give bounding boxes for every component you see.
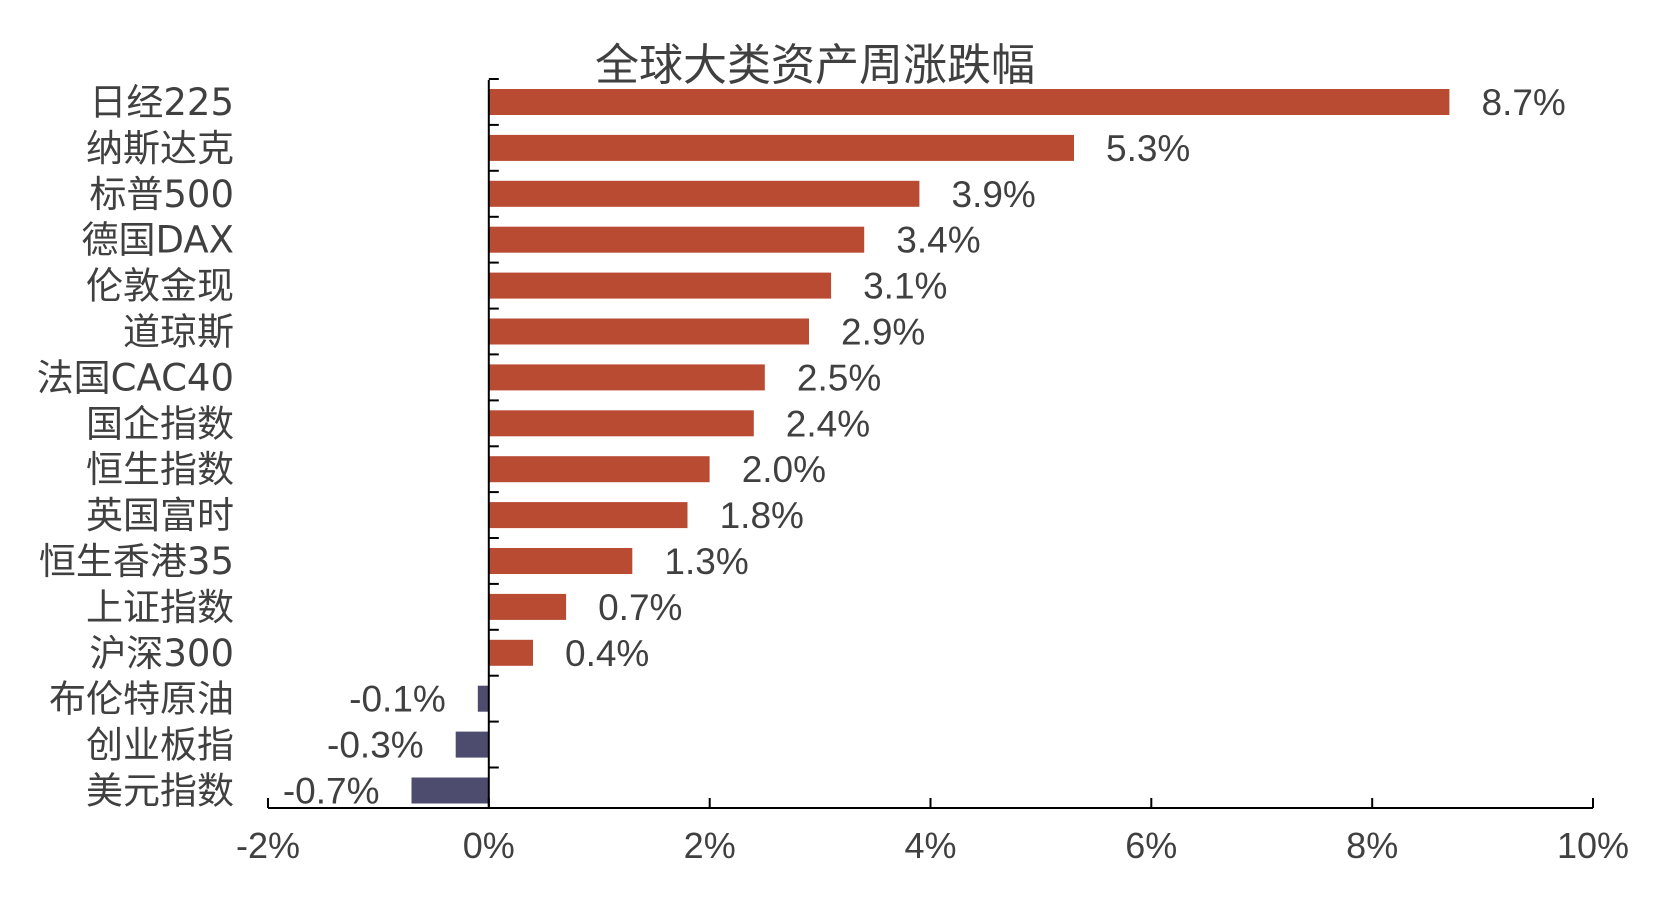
- data-label: 2.0%: [742, 449, 826, 490]
- data-label: 8.7%: [1482, 82, 1566, 123]
- bar: [488, 226, 865, 253]
- bars-layer: [411, 89, 1450, 804]
- data-label: 5.3%: [1106, 128, 1190, 169]
- category-label: 恒生指数: [86, 448, 234, 491]
- data-label: 3.9%: [952, 174, 1036, 215]
- data-label: -0.7%: [283, 771, 380, 812]
- category-label: 布伦特原油: [49, 678, 234, 721]
- category-label: 英国富时: [86, 494, 234, 537]
- data-label: 2.4%: [786, 403, 870, 444]
- bar: [488, 548, 633, 574]
- category-label: 德国DAX: [82, 219, 235, 262]
- category-label: 日经225: [89, 81, 234, 124]
- bar: [477, 685, 489, 712]
- x-tick-label: -2%: [236, 825, 300, 866]
- category-label: 上证指数: [86, 586, 234, 629]
- data-label: 3.4%: [896, 220, 980, 261]
- category-label: 道琼斯: [123, 311, 234, 354]
- bar: [488, 318, 809, 345]
- bar: [488, 639, 533, 666]
- x-tick-label: 8%: [1346, 825, 1398, 866]
- data-label: 2.9%: [841, 312, 925, 353]
- data-label: 2.5%: [797, 357, 881, 398]
- axes-layer: [267, 78, 1594, 809]
- bar: [411, 777, 489, 804]
- bar: [488, 593, 567, 620]
- bar: [488, 89, 1450, 115]
- category-label: 国企指数: [86, 402, 234, 445]
- x-tick-label: 6%: [1125, 825, 1177, 866]
- data-label: -0.3%: [327, 725, 424, 766]
- x-tick-label: 2%: [684, 825, 736, 866]
- category-label: 恒生香港35: [39, 540, 234, 583]
- data-label: 0.4%: [565, 633, 649, 674]
- labels-layer: 日经225 8.7% 纳斯达克 5.3% 标普500 3.9% 德国DAX 3.4% 伦敦金现 3…: [37, 81, 1629, 866]
- bar: [488, 134, 1074, 161]
- data-label: 3.1%: [863, 266, 947, 307]
- category-label: 伦敦金现: [86, 265, 234, 308]
- category-label: 美元指数: [86, 770, 234, 813]
- bar: [488, 180, 920, 207]
- bar: [488, 364, 765, 391]
- category-label: 沪深300: [89, 632, 234, 675]
- data-label: 1.3%: [664, 541, 748, 582]
- bar: [455, 731, 489, 758]
- category-label: 纳斯达克: [86, 127, 234, 170]
- bar: [488, 502, 688, 529]
- data-label: -0.1%: [349, 679, 446, 720]
- x-tick-label: 10%: [1557, 825, 1629, 866]
- bar: [488, 410, 754, 437]
- data-label: 0.7%: [598, 587, 682, 628]
- bar: [488, 272, 832, 299]
- x-tick-label: 4%: [904, 825, 956, 866]
- bar: [488, 456, 710, 483]
- category-label: 标普500: [89, 173, 234, 216]
- x-tick-label: 0%: [463, 825, 515, 866]
- category-label: 创业板指: [86, 724, 234, 767]
- data-label: 1.8%: [720, 495, 804, 536]
- chart-title: 全球大类资产周涨跌幅: [595, 40, 1035, 91]
- category-label: 法国CAC40: [37, 356, 234, 399]
